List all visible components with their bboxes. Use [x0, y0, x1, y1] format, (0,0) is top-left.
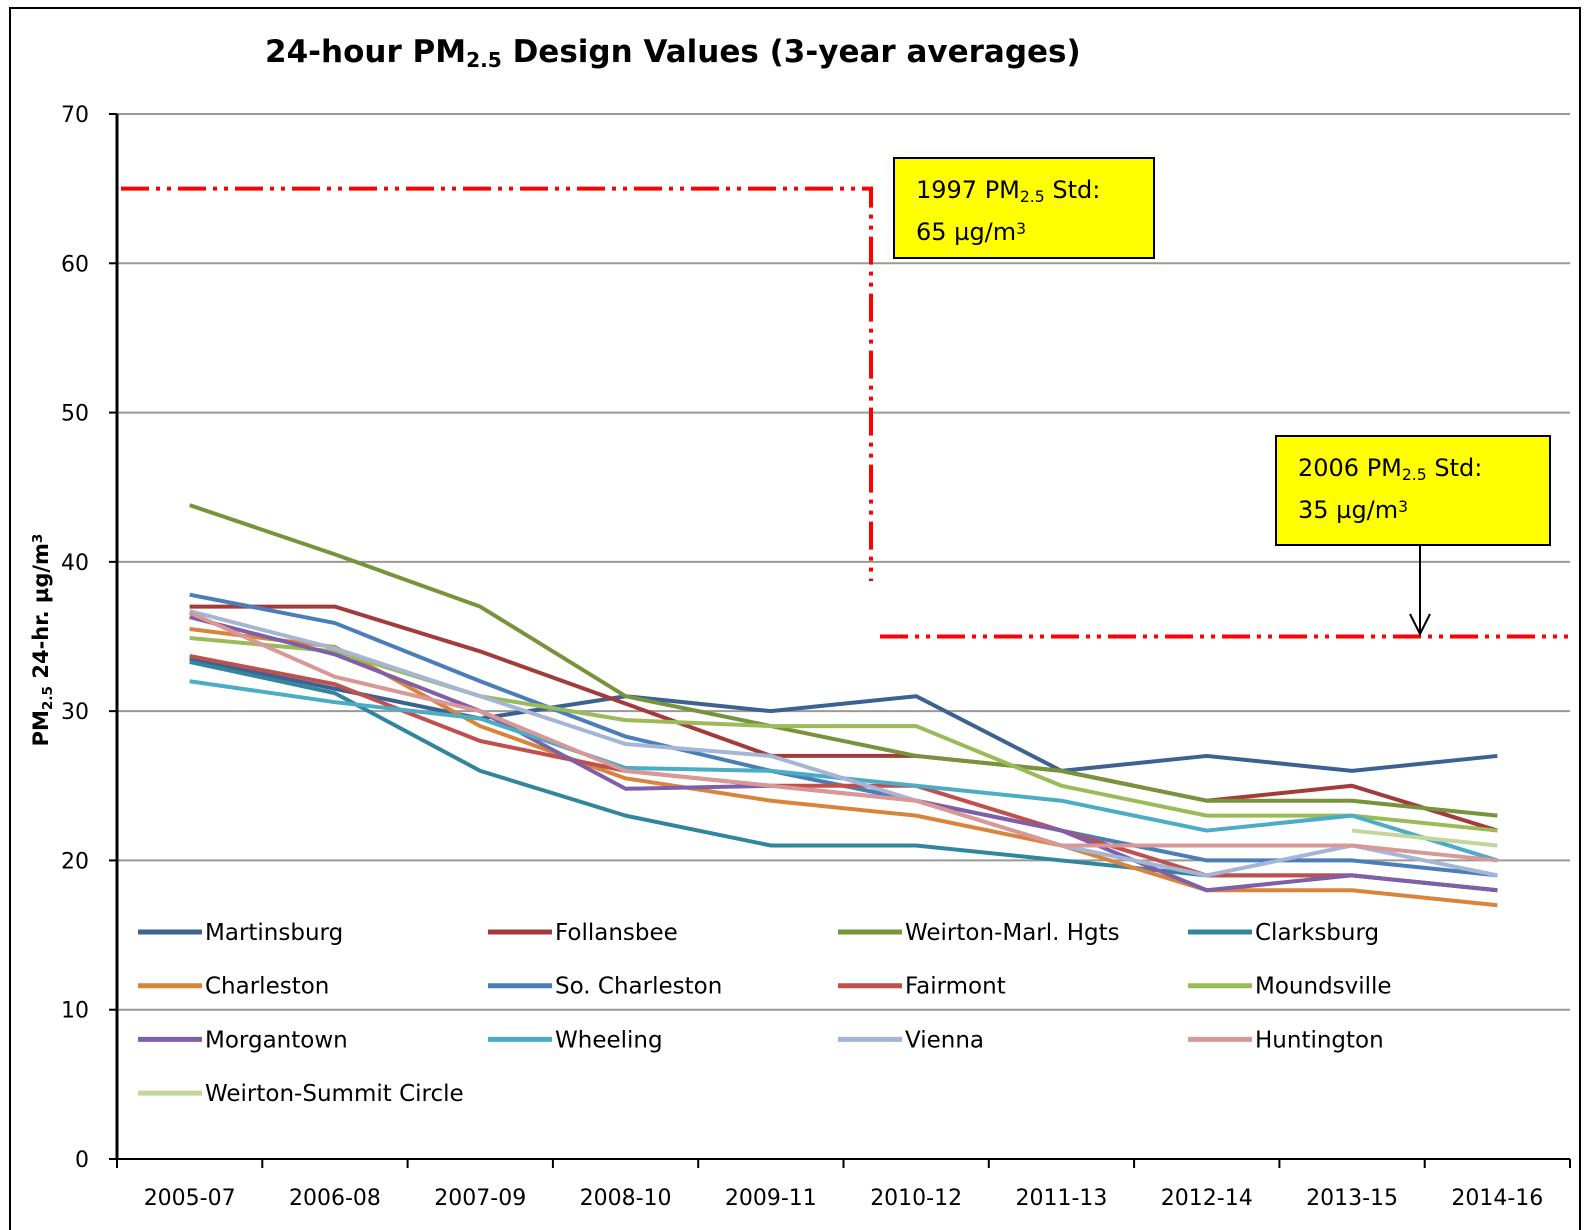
x-tick-label: 2005-07 — [144, 1186, 236, 1211]
legend-label: Clarksburg — [1255, 920, 1379, 946]
chart-title-part: 24-hour PM — [265, 34, 466, 70]
y-axis-label-part: PM — [29, 710, 53, 746]
legend-label: Fairmont — [905, 974, 1006, 1000]
series-line — [189, 653, 1498, 893]
annotation-box — [1275, 435, 1551, 546]
x-tick-label: 2008-10 — [580, 1186, 672, 1211]
annotation-text-part: 2.5 — [1020, 188, 1045, 206]
legend-label: Wheeling — [555, 1027, 663, 1053]
y-tick-label: 0 — [75, 1148, 89, 1173]
annotation-text: 2006 PM2.5 Std: — [1298, 454, 1482, 484]
annotation-text-part: 35 µg/m — [1298, 496, 1398, 524]
annotation-text-part: 2.5 — [1402, 466, 1427, 484]
y-tick-label: 60 — [61, 252, 89, 277]
x-tick-label: 2009-11 — [725, 1186, 817, 1211]
series-line — [189, 503, 1498, 818]
legend-label: Follansbee — [555, 920, 678, 946]
legend-label: Morgantown — [205, 1027, 348, 1053]
annotation-box — [893, 157, 1155, 259]
annotation-text-part: Std: — [1045, 176, 1101, 204]
annotation-text: 1997 PM2.5 Std: — [916, 176, 1100, 206]
x-tick-label: 2011-13 — [1015, 1186, 1107, 1211]
x-tick-label: 2013-15 — [1306, 1186, 1398, 1211]
annotation-text-part: 1997 PM — [916, 176, 1020, 204]
annotation-text-part: 3 — [1398, 498, 1408, 516]
annotation-text-part: 65 µg/m — [916, 218, 1016, 246]
annotation-text: 65 µg/m3 — [916, 218, 1026, 246]
chart-title: 24-hour PM2.5 Design Values (3-year aver… — [265, 34, 1081, 72]
y-axis-label-part: 2.5 — [40, 686, 56, 710]
legend-label: Moundsville — [1255, 974, 1392, 1000]
series-line — [1351, 828, 1498, 848]
legend-label: Charleston — [205, 974, 329, 1000]
x-tick-label: 2012-14 — [1161, 1186, 1253, 1211]
annotation-text-part: Std: — [1427, 454, 1483, 482]
annotation-arrowhead — [1409, 613, 1431, 637]
legend-label: Vienna — [905, 1027, 984, 1053]
y-tick-label: 20 — [61, 849, 89, 874]
y-tick-label: 10 — [61, 999, 89, 1024]
chart-title-part: 2.5 — [466, 48, 502, 72]
legend-label: Martinsburg — [205, 920, 343, 946]
annotation-text-part: 2006 PM — [1298, 454, 1402, 482]
chart-title-part: Design Values (3-year averages) — [502, 34, 1081, 70]
series-line — [189, 627, 1498, 908]
series-line — [189, 604, 1498, 833]
x-tick-label: 2014-16 — [1451, 1186, 1543, 1211]
chart-frame — [9, 7, 1581, 1230]
legend-label: Weirton-Marl. Hgts — [905, 920, 1120, 946]
annotation-text-part: 3 — [1016, 220, 1026, 238]
legend-label: Weirton-Summit Circle — [205, 1081, 464, 1107]
y-tick-label: 50 — [61, 402, 89, 427]
y-tick-label: 70 — [61, 103, 89, 128]
y-axis-label-part: 24-hr. µg/m — [29, 543, 53, 686]
legend-label: Huntington — [1255, 1027, 1384, 1053]
series-line — [189, 609, 1498, 878]
y-axis-label-part: 3 — [30, 534, 46, 544]
y-tick-label: 30 — [61, 700, 89, 725]
y-tick-label: 40 — [61, 551, 89, 576]
legend-label: So. Charleston — [555, 974, 722, 1000]
series-line — [188, 610, 1498, 863]
x-tick-label: 2007-09 — [434, 1186, 526, 1211]
standard-line — [121, 186, 873, 581]
annotation-text: 35 µg/m3 — [1298, 496, 1408, 524]
series-line — [189, 656, 1498, 773]
y-axis-label: PM2.5 24-hr. µg/m3 — [29, 534, 56, 747]
x-tick-label: 2006-08 — [289, 1186, 381, 1211]
x-tick-label: 2010-12 — [870, 1186, 962, 1211]
